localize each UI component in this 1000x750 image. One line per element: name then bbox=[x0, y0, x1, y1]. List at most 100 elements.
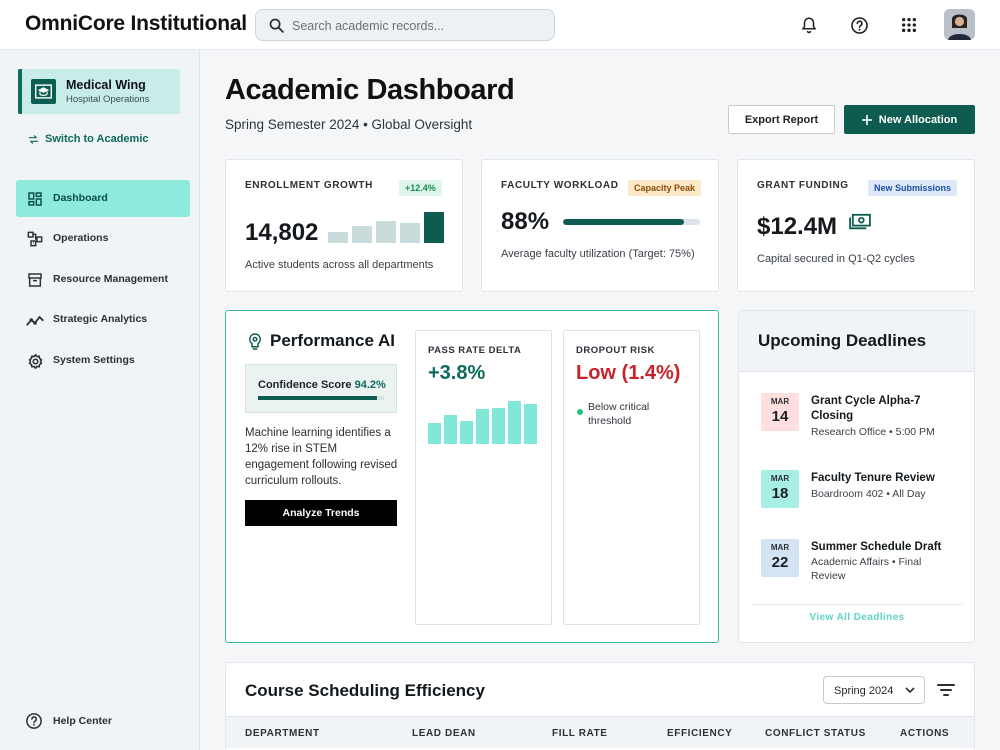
sidebar-item-label: System Settings bbox=[53, 354, 135, 366]
enrollment-label: ENROLLMENT GROWTH bbox=[245, 180, 373, 191]
column-header[interactable]: FILL RATE bbox=[552, 728, 608, 739]
date-badge: MAR 14 bbox=[761, 393, 799, 431]
faculty-card: FACULTY WORKLOAD Capacity Peak 88% Avera… bbox=[481, 159, 719, 292]
faculty-note: Average faculty utilization (Target: 75%… bbox=[501, 248, 695, 260]
term-select-value: Spring 2024 bbox=[834, 685, 894, 697]
enrollment-bar bbox=[424, 212, 444, 243]
date-day: 22 bbox=[771, 554, 789, 571]
plus-icon bbox=[861, 114, 872, 125]
term-select[interactable]: Spring 2024 bbox=[823, 676, 925, 704]
enrollment-note: Active students across all departments bbox=[245, 259, 434, 271]
ai-title: Performance AI bbox=[270, 331, 396, 350]
context-card[interactable]: Medical Wing Hospital Operations bbox=[18, 69, 180, 114]
page-title: Academic Dashboard bbox=[225, 74, 515, 106]
column-header[interactable]: LEAD DEAN bbox=[412, 728, 476, 739]
confidence-fill bbox=[258, 396, 377, 400]
bell-icon[interactable] bbox=[798, 14, 820, 36]
export-report-button[interactable]: Export Report bbox=[728, 105, 835, 134]
money-icon bbox=[849, 213, 871, 230]
grant-label: GRANT FUNDING bbox=[757, 180, 849, 191]
deadline-item[interactable]: MAR 22 Summer Schedule Draft Academic Af… bbox=[761, 539, 961, 589]
date-day: 14 bbox=[771, 408, 789, 425]
date-badge: MAR 18 bbox=[761, 470, 799, 508]
dropout-note: Below critical threshold bbox=[588, 401, 650, 427]
dashboard-icon bbox=[26, 190, 44, 208]
deadline-name: Grant Cycle Alpha-7 Closing bbox=[811, 395, 921, 422]
confidence-value: 94.2% bbox=[354, 379, 386, 391]
enrollment-bars bbox=[328, 212, 444, 243]
grant-badge: New Submissions bbox=[868, 180, 958, 196]
faculty-label: FACULTY WORKLOAD bbox=[501, 180, 619, 191]
sidebar-item-strategic-analytics[interactable]: Strategic Analytics bbox=[16, 301, 190, 338]
deadline-item[interactable]: MAR 14 Grant Cycle Alpha-7 Closing Resea… bbox=[761, 393, 961, 443]
sidebar-item-system-settings[interactable]: System Settings bbox=[16, 342, 190, 379]
analyze-label: Analyze Trends bbox=[282, 507, 360, 519]
analytics-icon bbox=[26, 311, 44, 329]
dropout-risk-card: DROPOUT RISK Low (1.4%) Below critical t… bbox=[563, 330, 700, 625]
top-bar: OmniCore Institutional bbox=[0, 0, 1000, 50]
school-icon bbox=[31, 79, 56, 104]
sidebar: Medical Wing Hospital Operations Switch … bbox=[0, 50, 200, 750]
faculty-badge: Capacity Peak bbox=[628, 180, 702, 196]
avatar[interactable] bbox=[944, 9, 975, 40]
pass-rate-bar bbox=[476, 409, 489, 444]
help-circle-icon[interactable] bbox=[848, 14, 870, 36]
sidebar-item-label: Operations bbox=[53, 232, 109, 244]
faculty-progress-fill bbox=[563, 219, 684, 225]
pass-rate-bar bbox=[508, 401, 521, 444]
new-allocation-label: New Allocation bbox=[878, 113, 958, 126]
confidence-label: Confidence Score bbox=[258, 379, 352, 391]
operations-icon bbox=[26, 230, 44, 248]
deadlines-title: Upcoming Deadlines bbox=[758, 331, 927, 350]
sidebar-item-operations[interactable]: Operations bbox=[16, 220, 190, 257]
analyze-trends-button[interactable]: Analyze Trends bbox=[245, 500, 397, 526]
sidebar-item-label: Resource Management bbox=[53, 273, 168, 285]
deadline-name: Faculty Tenure Review bbox=[811, 472, 935, 484]
view-all-deadlines-link[interactable]: View All Deadlines bbox=[751, 604, 963, 623]
context-title: Medical Wing bbox=[66, 78, 146, 92]
scheduling-card: Course Scheduling Efficiency Spring 2024… bbox=[225, 662, 975, 750]
column-header[interactable]: CONFLICT STATUS bbox=[765, 728, 866, 739]
column-header[interactable]: EFFICIENCY bbox=[667, 728, 733, 739]
enrollment-value: 14,802 bbox=[245, 219, 319, 246]
enrollment-bar bbox=[352, 226, 372, 243]
date-day: 18 bbox=[771, 485, 789, 502]
search-input[interactable] bbox=[292, 16, 542, 36]
new-allocation-button[interactable]: New Allocation bbox=[844, 105, 975, 134]
help-center-link[interactable]: Help Center bbox=[25, 712, 112, 730]
confidence-box: Confidence Score 94.2% bbox=[245, 364, 397, 413]
column-header[interactable]: ACTIONS bbox=[900, 728, 950, 739]
page-subtitle: Spring Semester 2024 • Global Oversight bbox=[225, 117, 473, 132]
search-box[interactable] bbox=[255, 9, 555, 41]
pass-rate-bar bbox=[492, 408, 505, 444]
pass-rate-label: PASS RATE DELTA bbox=[428, 345, 522, 356]
deadline-meta: Academic Affairs • Final Review bbox=[811, 556, 922, 582]
search-icon bbox=[269, 18, 284, 33]
sidebar-item-resource-management[interactable]: Resource Management bbox=[16, 261, 190, 298]
scheduling-title: Course Scheduling Efficiency bbox=[245, 681, 485, 700]
date-month: MAR bbox=[770, 397, 790, 406]
date-badge: MAR 22 bbox=[761, 539, 799, 577]
column-header[interactable]: DEPARTMENT bbox=[245, 728, 320, 739]
enrollment-bar bbox=[400, 223, 420, 243]
deadlines-header: Upcoming Deadlines bbox=[739, 311, 974, 372]
deadline-meta: Boardroom 402 • All Day bbox=[811, 488, 926, 500]
gear-icon bbox=[26, 352, 44, 370]
inventory-icon bbox=[26, 271, 44, 289]
deadlines-card: Upcoming Deadlines MAR 14 Grant Cycle Al… bbox=[738, 310, 975, 643]
sidebar-item-dashboard[interactable]: Dashboard bbox=[16, 180, 190, 217]
apps-grid-icon[interactable] bbox=[898, 14, 920, 36]
enrollment-card: ENROLLMENT GROWTH +12.4% 14,802 Active s… bbox=[225, 159, 463, 292]
enrollment-bar bbox=[376, 221, 396, 243]
help-label: Help Center bbox=[53, 715, 112, 727]
switch-context-link[interactable]: Switch to Academic bbox=[28, 133, 149, 145]
deadline-name: Summer Schedule Draft bbox=[811, 541, 942, 553]
pass-rate-bar bbox=[444, 415, 457, 444]
table-header: DEPARTMENT LEAD DEAN FILL RATE EFFICIENC… bbox=[226, 716, 974, 748]
help-icon bbox=[26, 713, 42, 729]
filter-icon[interactable] bbox=[937, 682, 955, 698]
chevron-down-icon bbox=[905, 687, 915, 694]
ai-description: Machine learning identifies a 12% rise i… bbox=[245, 427, 398, 487]
deadline-item[interactable]: MAR 18 Faculty Tenure Review Boardroom 4… bbox=[761, 470, 961, 510]
confidence-text: Confidence Score 94.2% bbox=[258, 379, 386, 391]
